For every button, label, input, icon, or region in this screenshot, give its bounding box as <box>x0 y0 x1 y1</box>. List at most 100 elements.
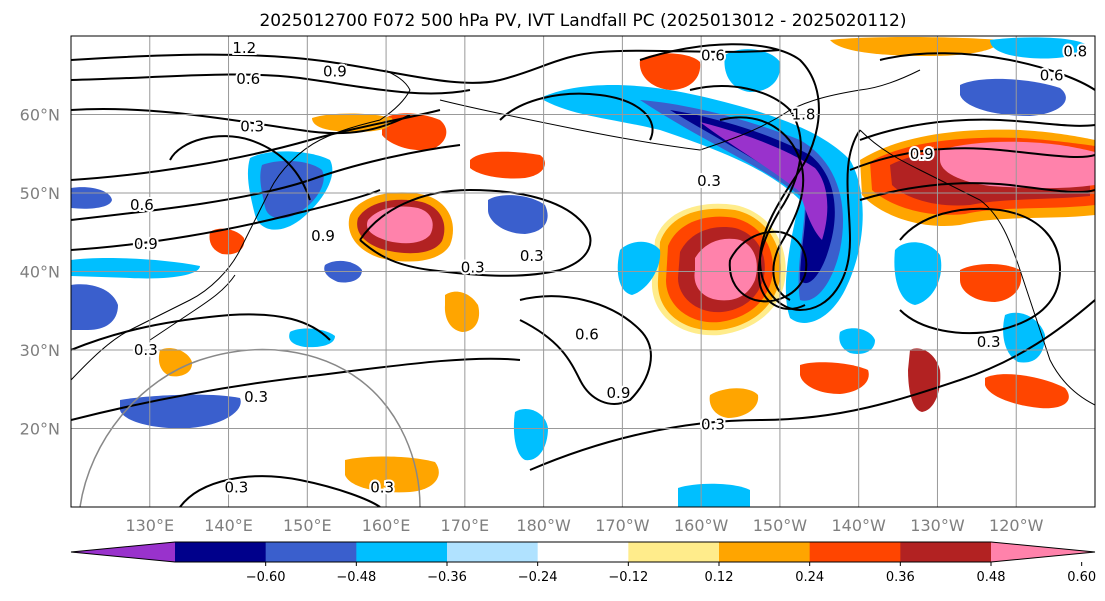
pv-contour-line <box>359 188 592 277</box>
anomaly-negative-small-15 <box>71 258 200 279</box>
contour-label: 0.9 <box>323 62 347 80</box>
anomaly-negative-gulf-alaska-strong <box>670 110 835 284</box>
anomaly-positive-small-13 <box>830 37 1000 56</box>
longitude-labels: 130°E 140°E 150°E 160°E 170°E 180°W 170°W 160°W… <box>125 516 1043 535</box>
contour-label: 0.3 <box>370 478 394 496</box>
longitude-label: 150°E <box>283 516 332 535</box>
map-layers: 1.2 0.9 0.6 0.6 0.8 0.6 0.3 1.8 0.9 0.3 0.6 0.9 0.9 0… <box>71 36 1095 507</box>
contour-label: 0.9 <box>311 227 335 245</box>
anomaly-positive-small-14 <box>209 228 245 255</box>
contour-label: 0.3 <box>461 259 485 277</box>
contour-label: 0.9 <box>607 384 631 402</box>
colorbar-segment <box>175 542 267 562</box>
pv-contours <box>71 43 1095 507</box>
anomaly-positive-small-3 <box>639 53 701 90</box>
anomaly-positive-small-2 <box>470 151 545 179</box>
latitude-label: 30°N <box>20 341 60 360</box>
colorbar: −0.60 −0.48 −0.36 −0.24 −0.12 0.12 0.24 0.36 0.4… <box>70 541 1096 585</box>
contour-label: 0.3 <box>701 416 725 434</box>
pv-contour-line <box>859 118 1095 141</box>
pv-contour-line <box>849 147 1095 171</box>
colorbar-segment <box>628 542 720 562</box>
contour-labels: 1.2 0.9 0.6 0.6 0.8 0.6 0.3 1.8 0.9 0.3 0.6 0.9 0.9 0… <box>128 37 1089 499</box>
coastline-alaska <box>699 69 921 151</box>
colorbar-tick-label: 0.36 <box>886 570 915 585</box>
colorbar-tick-label: 0.48 <box>977 570 1006 585</box>
contour-label: 0.6 <box>130 196 154 214</box>
contour-label: 0.3 <box>224 478 248 496</box>
anomaly-negative-small-8 <box>71 284 118 330</box>
pv-contour-line <box>71 144 461 221</box>
pv-contour-line <box>899 207 1062 335</box>
longitude-label: 160°E <box>362 516 411 535</box>
anomaly-negative-small-17 <box>990 37 1085 59</box>
pv-contour-line <box>71 313 331 351</box>
colorbar-segment <box>447 542 539 562</box>
colorbar-tick-label: 0.60 <box>1067 570 1096 585</box>
anomaly-negative-small-2 <box>488 195 548 234</box>
longitude-label: 130°W <box>910 516 965 535</box>
pv-contour-line <box>499 92 654 141</box>
longitude-label: 160°W <box>674 516 729 535</box>
colorbar-segment <box>719 542 811 562</box>
pv-contour-line <box>179 475 381 507</box>
coastline-north-america <box>859 129 1095 406</box>
latitude-labels: 60°N 50°N 40°N 30°N 20°N <box>20 106 60 439</box>
latitude-label: 20°N <box>20 420 60 439</box>
contour-label: 0.9 <box>134 235 158 253</box>
contour-label: 0.3 <box>520 247 544 265</box>
colorbar-segment <box>809 542 901 562</box>
longitude-label: 170°W <box>595 516 650 535</box>
pv-contour-line <box>728 230 808 303</box>
contour-label: 0.6 <box>236 70 260 88</box>
longitude-label: 150°W <box>753 516 808 535</box>
contour-label: 1.2 <box>232 39 256 57</box>
anomaly-negative-small-11 <box>513 408 548 461</box>
anomaly-positive-small-10 <box>158 348 193 377</box>
colorbar-segment <box>900 542 992 562</box>
longitude-label: 180°W <box>516 516 571 535</box>
contour-label: 0.3 <box>134 341 158 359</box>
coastline-japan <box>149 274 236 341</box>
latitude-label: 60°N <box>20 106 60 125</box>
contour-label: 0.8 <box>1063 43 1087 61</box>
colorbar-tick-label: −0.24 <box>518 570 558 585</box>
graticule <box>71 36 1095 507</box>
colorbar-outline <box>70 541 1096 563</box>
anomaly-positive-small-9 <box>444 291 480 332</box>
pv-contour-line <box>879 52 1095 91</box>
contour-label: 0.9 <box>910 145 934 163</box>
anomaly-positive-small-1 <box>382 113 447 151</box>
longitude-label: 140°E <box>204 516 253 535</box>
colorbar-tick-label: −0.48 <box>336 570 376 585</box>
anomaly-positive-small-7 <box>985 374 1069 409</box>
latitude-label: 50°N <box>20 184 60 203</box>
pv-contour-line <box>71 49 781 84</box>
pv-contour-line <box>71 357 521 421</box>
pv-contour-line <box>169 135 311 201</box>
colorbar-tick-label: −0.12 <box>608 570 648 585</box>
anomaly-negative-small-6 <box>724 49 781 92</box>
pv-contour-line <box>71 73 471 95</box>
colorbar-extend-high <box>991 542 1095 562</box>
coastline-asia <box>71 119 381 381</box>
longitude-label: 120°W <box>989 516 1044 535</box>
contour-label: 0.3 <box>977 333 1001 351</box>
contour-label: 0.3 <box>240 117 264 135</box>
pv-contour-line <box>71 109 441 181</box>
anomaly-positive-northeast-pacific-peak <box>940 141 1095 189</box>
longitude-label: 130°E <box>125 516 174 535</box>
colorbar-tick-label: 0.12 <box>705 570 734 585</box>
anomaly-negative-small-3 <box>617 241 661 295</box>
anomaly-negative-small-10 <box>678 483 750 507</box>
pv-contour-line <box>639 43 861 312</box>
anomaly-positive-small-11 <box>709 388 759 418</box>
longitude-label: 140°W <box>832 516 887 535</box>
latitude-label: 40°N <box>20 263 60 282</box>
pv-contour-line <box>529 299 1095 471</box>
contour-label: 0.3 <box>697 172 721 190</box>
anomaly-negative-small-1-core <box>260 160 324 219</box>
colorbar-segment <box>265 542 357 562</box>
coastlines <box>71 69 1095 406</box>
